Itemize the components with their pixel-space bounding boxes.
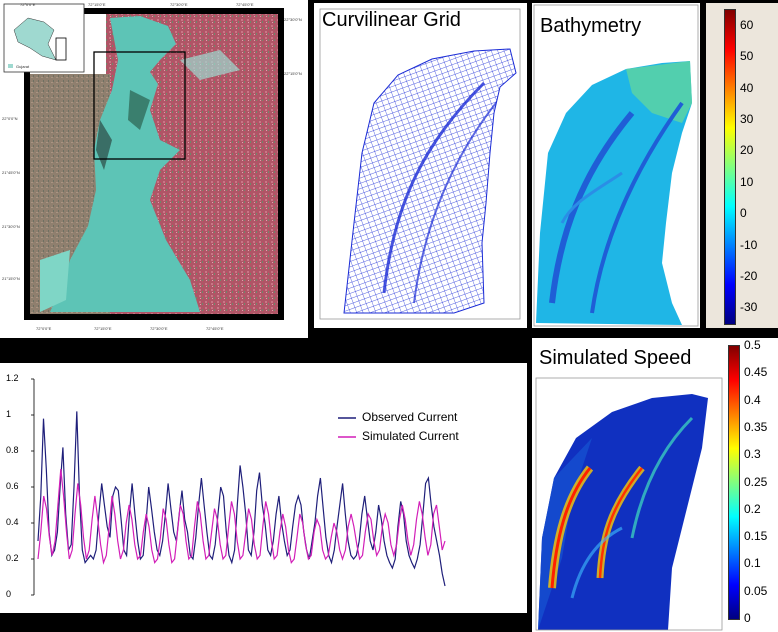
speed-colorbar-tick: 0 (744, 611, 751, 625)
lon-label: 72°30'0"E (170, 2, 188, 7)
satellite-map (3, 3, 300, 320)
bathymetry-colorbar-tick: -30 (740, 300, 758, 315)
current-comparison-chart (31, 378, 446, 596)
simulated-speed-panel: 0.5 0.45 0.4 0.35 0.3 0.25 0.2 0.15 0.1 0.05 0 Sim… (532, 338, 778, 632)
bathymetry-colorbar-tick: 40 (740, 80, 754, 95)
lon-label: 72°0'0"E (20, 2, 36, 7)
bathymetry-colorbar-tick: 60 (740, 17, 754, 32)
current-comparison-chart-panel: 0 0.2 0.4 0.6 0.8 1 1.2 Observed Current Simul… (0, 363, 527, 613)
lon-label: 72°45'0"E (206, 326, 224, 331)
speed-colorbar-tick: 0.3 (744, 447, 761, 462)
lon-label: 72°15'0"E (88, 2, 106, 7)
chart-y-tick-label: 0 (6, 589, 12, 599)
speed-colorbar-tick: 0.25 (744, 474, 768, 489)
bathymetry-colorbar-tick: 10 (740, 174, 754, 189)
simulated-current-line (37, 468, 446, 565)
speed-colorbar-tick: 0.35 (744, 419, 768, 434)
lat-label: 22°15'0"N (284, 71, 302, 76)
chart-y-tick-label: 1 (6, 409, 12, 419)
observed-current-line (37, 411, 446, 587)
chart-y-tick-label: 0.2 (6, 553, 19, 563)
lon-label: 72°15'0"E (94, 326, 112, 331)
chart-y-tick-label: 0.4 (6, 517, 19, 527)
lon-label: 72°45'0"E (236, 2, 254, 7)
lat-label: 22°0'0"N (2, 116, 18, 121)
chart-y-tick-label: 1.2 (6, 373, 19, 383)
speed-colorbar-tick: 0.2 (744, 501, 761, 516)
lon-label: 72°0'0"E (36, 326, 52, 331)
bathymetry-panel: Bathymetry (532, 3, 700, 328)
simulated-speed-title: Simulated Speed (539, 347, 692, 370)
simulated-speed-map (534, 377, 723, 632)
chart-y-tick-label: 0.6 (6, 481, 19, 491)
curvilinear-grid-drawing (319, 8, 521, 320)
speed-colorbar-tick: 0.5 (744, 338, 761, 352)
chart-y-tick-label: 0.8 (6, 445, 19, 455)
inset-label: Gujarat (16, 64, 30, 69)
satellite-map-panel: Gujarat 22°30'0"N 22°15'0"N 22°0'0"N 21°… (0, 0, 308, 338)
bathymetry-colorbar-tick: -10 (740, 237, 758, 252)
speed-colorbar-tick: 0.05 (744, 583, 768, 598)
lon-label: 72°30'0"E (150, 326, 168, 331)
speed-colorbar (728, 345, 740, 620)
speed-colorbar-tick: 0.4 (744, 392, 761, 407)
speed-colorbar-tick: 0.1 (744, 556, 761, 571)
lat-label: 21°30'0"N (2, 224, 20, 229)
bathymetry-colorbar-tick: 50 (740, 49, 754, 64)
speed-colorbar-tick: 0.15 (744, 529, 768, 544)
bathymetry-colorbar-tick: 30 (740, 111, 754, 126)
bathymetry-colorbar-tick: 20 (740, 143, 754, 158)
bathymetry-map (533, 4, 699, 327)
lat-label: 22°30'0"N (284, 17, 302, 22)
curvilinear-grid-panel: Curvilinear Grid (314, 3, 527, 328)
speed-colorbar-tick: 0.45 (744, 365, 768, 380)
bathymetry-colorbar-panel: 60 50 40 30 20 10 0 -10 -20 -30 (706, 3, 778, 328)
bathymetry-title: Bathymetry (540, 15, 642, 37)
curvilinear-grid-title: Curvilinear Grid (322, 9, 461, 31)
lat-label: 21°45'0"N (2, 170, 20, 175)
bathymetry-colorbar-tick: 0 (740, 206, 747, 221)
bathymetry-colorbar-tick: -20 (740, 268, 758, 283)
bathymetry-colorbar (724, 9, 736, 325)
legend-observed: Observed Current (362, 410, 458, 424)
legend-simulated: Simulated Current (362, 429, 459, 443)
lat-label: 21°15'0"N (2, 276, 20, 281)
